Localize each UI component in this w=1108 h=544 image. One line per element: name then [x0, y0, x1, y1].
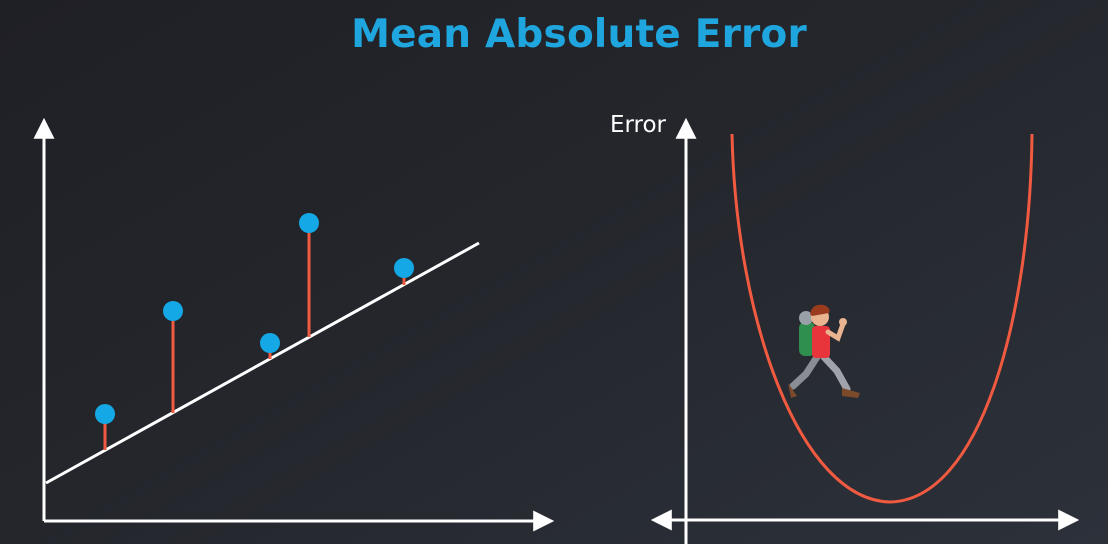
data-point	[163, 301, 183, 321]
error-curve	[730, 133, 1034, 504]
hiker-with-backpack-icon	[788, 304, 860, 398]
page-title: Mean Absolute Error	[351, 12, 807, 57]
data-point	[299, 213, 319, 233]
data-point	[394, 258, 414, 278]
left-regression-plot	[33, 117, 555, 532]
data-point	[260, 333, 280, 353]
data-point	[95, 404, 115, 424]
regression-line	[45, 241, 480, 485]
error-axis-label: Error	[610, 112, 667, 138]
right-error-plot: Error	[610, 112, 1080, 544]
